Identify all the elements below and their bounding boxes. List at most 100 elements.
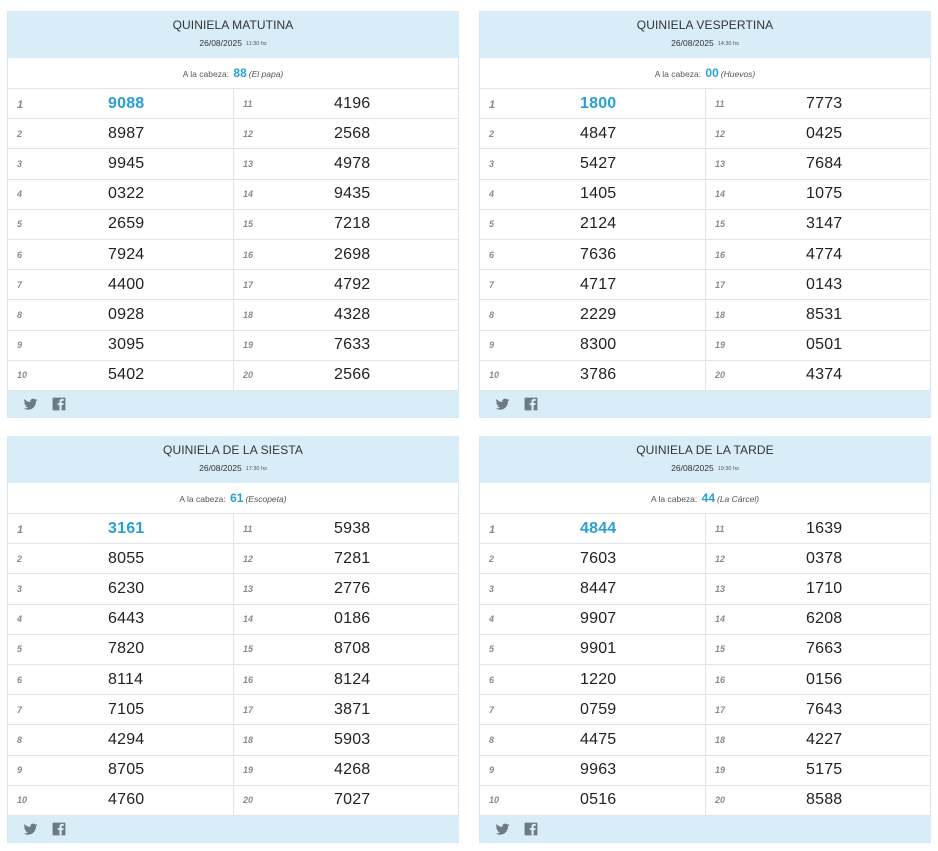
result-row: 17 4792 [233, 270, 458, 301]
result-position: 14 [243, 614, 254, 625]
result-number: 9907 [580, 610, 617, 628]
result-position: 18 [715, 309, 726, 320]
result-number: 3871 [334, 700, 371, 718]
result-row: 9 8300 [480, 331, 705, 361]
result-number: 3095 [108, 336, 145, 354]
result-number: 0156 [806, 670, 843, 688]
results-grid: 1 4844 11 1639 2 7603 12 0378 3 8447 13 1710 4 9907 14… [480, 514, 930, 816]
result-number: 4774 [806, 245, 843, 263]
result-position: 5 [489, 644, 495, 655]
result-position: 8 [17, 734, 23, 745]
draw-time: 19:30 hs [717, 466, 739, 472]
result-number: 8124 [334, 670, 371, 688]
result-row: 2 8987 [8, 119, 233, 150]
result-row: 1 3161 [8, 514, 233, 545]
share-bar [8, 390, 458, 417]
result-row: 2 4847 [480, 119, 705, 150]
result-position: 18 [243, 309, 254, 320]
result-number: 1710 [806, 579, 843, 597]
share-bar [480, 390, 930, 417]
result-number: 8705 [108, 761, 145, 779]
result-row: 16 0156 [705, 664, 930, 696]
twitter-icon[interactable] [23, 822, 38, 836]
result-position: 16 [715, 674, 726, 685]
result-position: 13 [715, 158, 726, 169]
result-number: 1075 [806, 185, 843, 203]
card-quiniela-matutina: QUINIELA MATUTINA 26/08/2025 11:30 hs A la … [7, 11, 459, 418]
result-number: 1639 [806, 519, 843, 537]
result-position: 17 [243, 704, 254, 715]
result-row: 8 4475 [480, 725, 705, 756]
result-position: 16 [715, 249, 726, 260]
result-position: 8 [17, 309, 23, 320]
result-row: 20 2566 [233, 360, 458, 391]
result-number: 1220 [580, 670, 617, 688]
facebook-icon[interactable] [52, 397, 66, 411]
draw-date: 26/08/2025 14:30 hs [671, 38, 739, 48]
result-row: 7 7105 [8, 695, 233, 726]
result-row: 19 0501 [705, 330, 930, 361]
result-number: 7027 [334, 791, 371, 809]
result-position: 12 [243, 553, 254, 564]
result-row: 3 6230 [8, 574, 233, 605]
result-position: 20 [715, 370, 726, 381]
result-row: 7 0759 [480, 695, 705, 726]
result-position: 8 [489, 309, 495, 320]
cabeza-label: A la cabeza: [654, 69, 702, 79]
cabeza-label: A la cabeza: [182, 69, 230, 79]
result-row: 15 8708 [233, 634, 458, 665]
twitter-icon[interactable] [495, 397, 510, 411]
result-row: 14 1075 [705, 179, 930, 210]
result-position: 20 [243, 370, 254, 381]
result-row: 9 8705 [8, 756, 233, 786]
result-position: 1 [489, 524, 496, 537]
facebook-icon[interactable] [52, 822, 66, 836]
result-row: 4 1405 [480, 180, 705, 210]
result-row: 7 4717 [480, 270, 705, 301]
twitter-icon[interactable] [495, 822, 510, 836]
result-row: 10 0516 [480, 786, 705, 816]
result-position: 11 [243, 523, 253, 534]
result-number: 9435 [334, 185, 371, 203]
result-number: 4400 [108, 275, 145, 293]
card-title: QUINIELA VESPERTINA [636, 18, 774, 32]
result-number: 2659 [108, 215, 145, 233]
facebook-icon[interactable] [524, 822, 538, 836]
result-number: 4328 [334, 305, 371, 323]
result-position: 13 [715, 583, 726, 594]
facebook-icon[interactable] [524, 397, 538, 411]
result-number: 8447 [580, 579, 617, 597]
result-row: 4 9907 [480, 605, 705, 635]
result-number: 2566 [334, 366, 371, 384]
result-position: 19 [715, 340, 726, 351]
result-number: 2124 [580, 215, 617, 233]
result-row: 16 8124 [233, 664, 458, 696]
result-number: 7105 [108, 700, 145, 718]
result-number: 5175 [806, 761, 843, 779]
cabeza-number: 88 [233, 66, 247, 80]
result-row: 14 6208 [705, 604, 930, 635]
twitter-icon[interactable] [23, 397, 38, 411]
result-number: 4196 [334, 94, 371, 112]
card-header: QUINIELA MATUTINA 26/08/2025 11:30 hs [8, 12, 458, 58]
result-number: 8708 [334, 640, 371, 658]
result-row: 8 0928 [8, 300, 233, 331]
result-row: 19 4268 [233, 755, 458, 786]
result-number: 7633 [334, 336, 371, 354]
result-position: 6 [17, 674, 23, 685]
result-row: 13 2776 [233, 574, 458, 605]
result-position: 7 [489, 279, 495, 290]
result-number: 3161 [108, 519, 145, 537]
result-row: 6 7636 [480, 240, 705, 271]
result-number: 6230 [108, 579, 145, 597]
result-row: 8 2229 [480, 300, 705, 331]
result-number: 2568 [334, 124, 371, 142]
result-position: 15 [715, 219, 726, 230]
result-position: 19 [243, 340, 254, 351]
result-row: 3 9945 [8, 149, 233, 180]
result-row: 16 2698 [233, 239, 458, 271]
result-position: 10 [489, 370, 500, 381]
card-header: QUINIELA DE LA TARDE 26/08/2025 19:30 hs [480, 437, 930, 483]
result-row: 1 4844 [480, 514, 705, 545]
results-grid: 1 3161 11 5938 2 8055 12 7281 3 6230 13 2776 4 6443 14… [8, 514, 458, 816]
